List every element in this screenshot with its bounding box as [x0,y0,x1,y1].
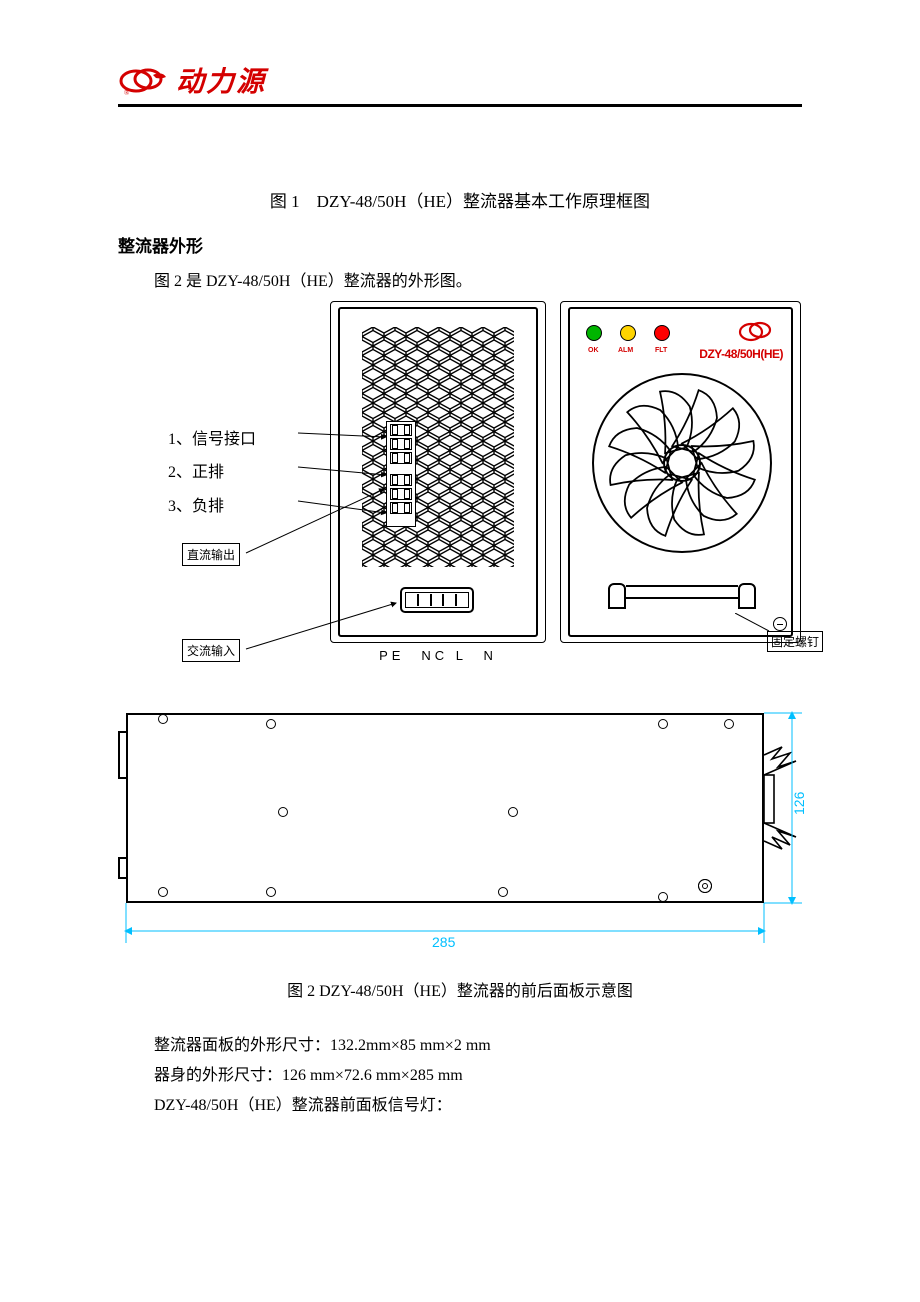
front-logo-icon [737,319,777,343]
front-model-label: DZY-48/50H(HE) [699,347,783,361]
figure-1-caption: 图 1 DZY-48/50H（HE）整流器基本工作原理框图 [118,187,802,212]
terminal-labels: PE NC L N [338,645,538,664]
signal-connector-icon [386,421,416,527]
dim-height-label: 126 [791,791,807,815]
led-flt-icon [654,325,670,341]
callout-dc-output: 直流输出 [182,543,240,566]
dim-line-1: 整流器面板的外形尺寸：132.2mm×85 mm×2 mm [154,1031,802,1061]
figure-2-caption: 图 2 DZY-48/50H（HE）整流器的前后面板示意图 [118,977,802,1001]
led-alm-label: ALM [618,347,633,354]
dimensions-paragraph: 整流器面板的外形尺寸：132.2mm×85 mm×2 mm 器身的外形尺寸：12… [154,1031,802,1122]
led-alm-icon [620,325,636,341]
dim-line-2: 器身的外形尺寸：126 mm×72.6 mm×285 mm [154,1061,802,1091]
figure-2-side-view: 285 126 [108,697,808,957]
header-divider [118,104,802,107]
front-panel: OK ALM FLT DZY-48/50H(HE) [568,307,793,637]
ac-input-socket-icon [400,587,474,613]
svg-text:®: ® [124,89,130,95]
callout-list: 1、信号接口 2、正排 3、负排 [168,423,256,524]
dim-line-3: DZY-48/50H（HE）整流器前面板信号灯： [154,1091,802,1121]
handle-icon [608,567,756,609]
callout-screw: 固定螺钉 [767,631,823,652]
intro-paragraph: 图 2 是 DZY-48/50H（HE）整流器的外形图。 [154,269,802,295]
vent-hex-grid-icon [362,327,514,567]
fixing-screw-icon [773,617,787,631]
callout-ac-input: 交流输入 [182,639,240,662]
brand-name: 动力源 [176,60,266,100]
fan-ring-icon [592,373,772,553]
callout-3: 3、负排 [168,490,256,524]
dimension-lines-icon: 285 126 [108,697,808,957]
led-flt-label: FLT [655,347,667,354]
led-row [586,325,670,341]
section-heading: 整流器外形 [118,232,802,257]
page-header: ® 动力源 [118,60,802,100]
page-content: ® 动力源 图 1 DZY-48/50H（HE）整流器基本工作原理框图 整流器外… [0,0,920,1162]
brand-logo-icon: ® [118,65,170,95]
rear-panel [338,307,538,637]
figure-2-panels: 1、信号接口 2、正排 3、负排 直流输出 交流输入 [168,307,808,687]
callout-1: 1、信号接口 [168,423,256,457]
led-ok-icon [586,325,602,341]
callout-2: 2、正排 [168,456,256,490]
dim-width-label: 285 [432,934,456,950]
led-ok-label: OK [588,347,599,354]
